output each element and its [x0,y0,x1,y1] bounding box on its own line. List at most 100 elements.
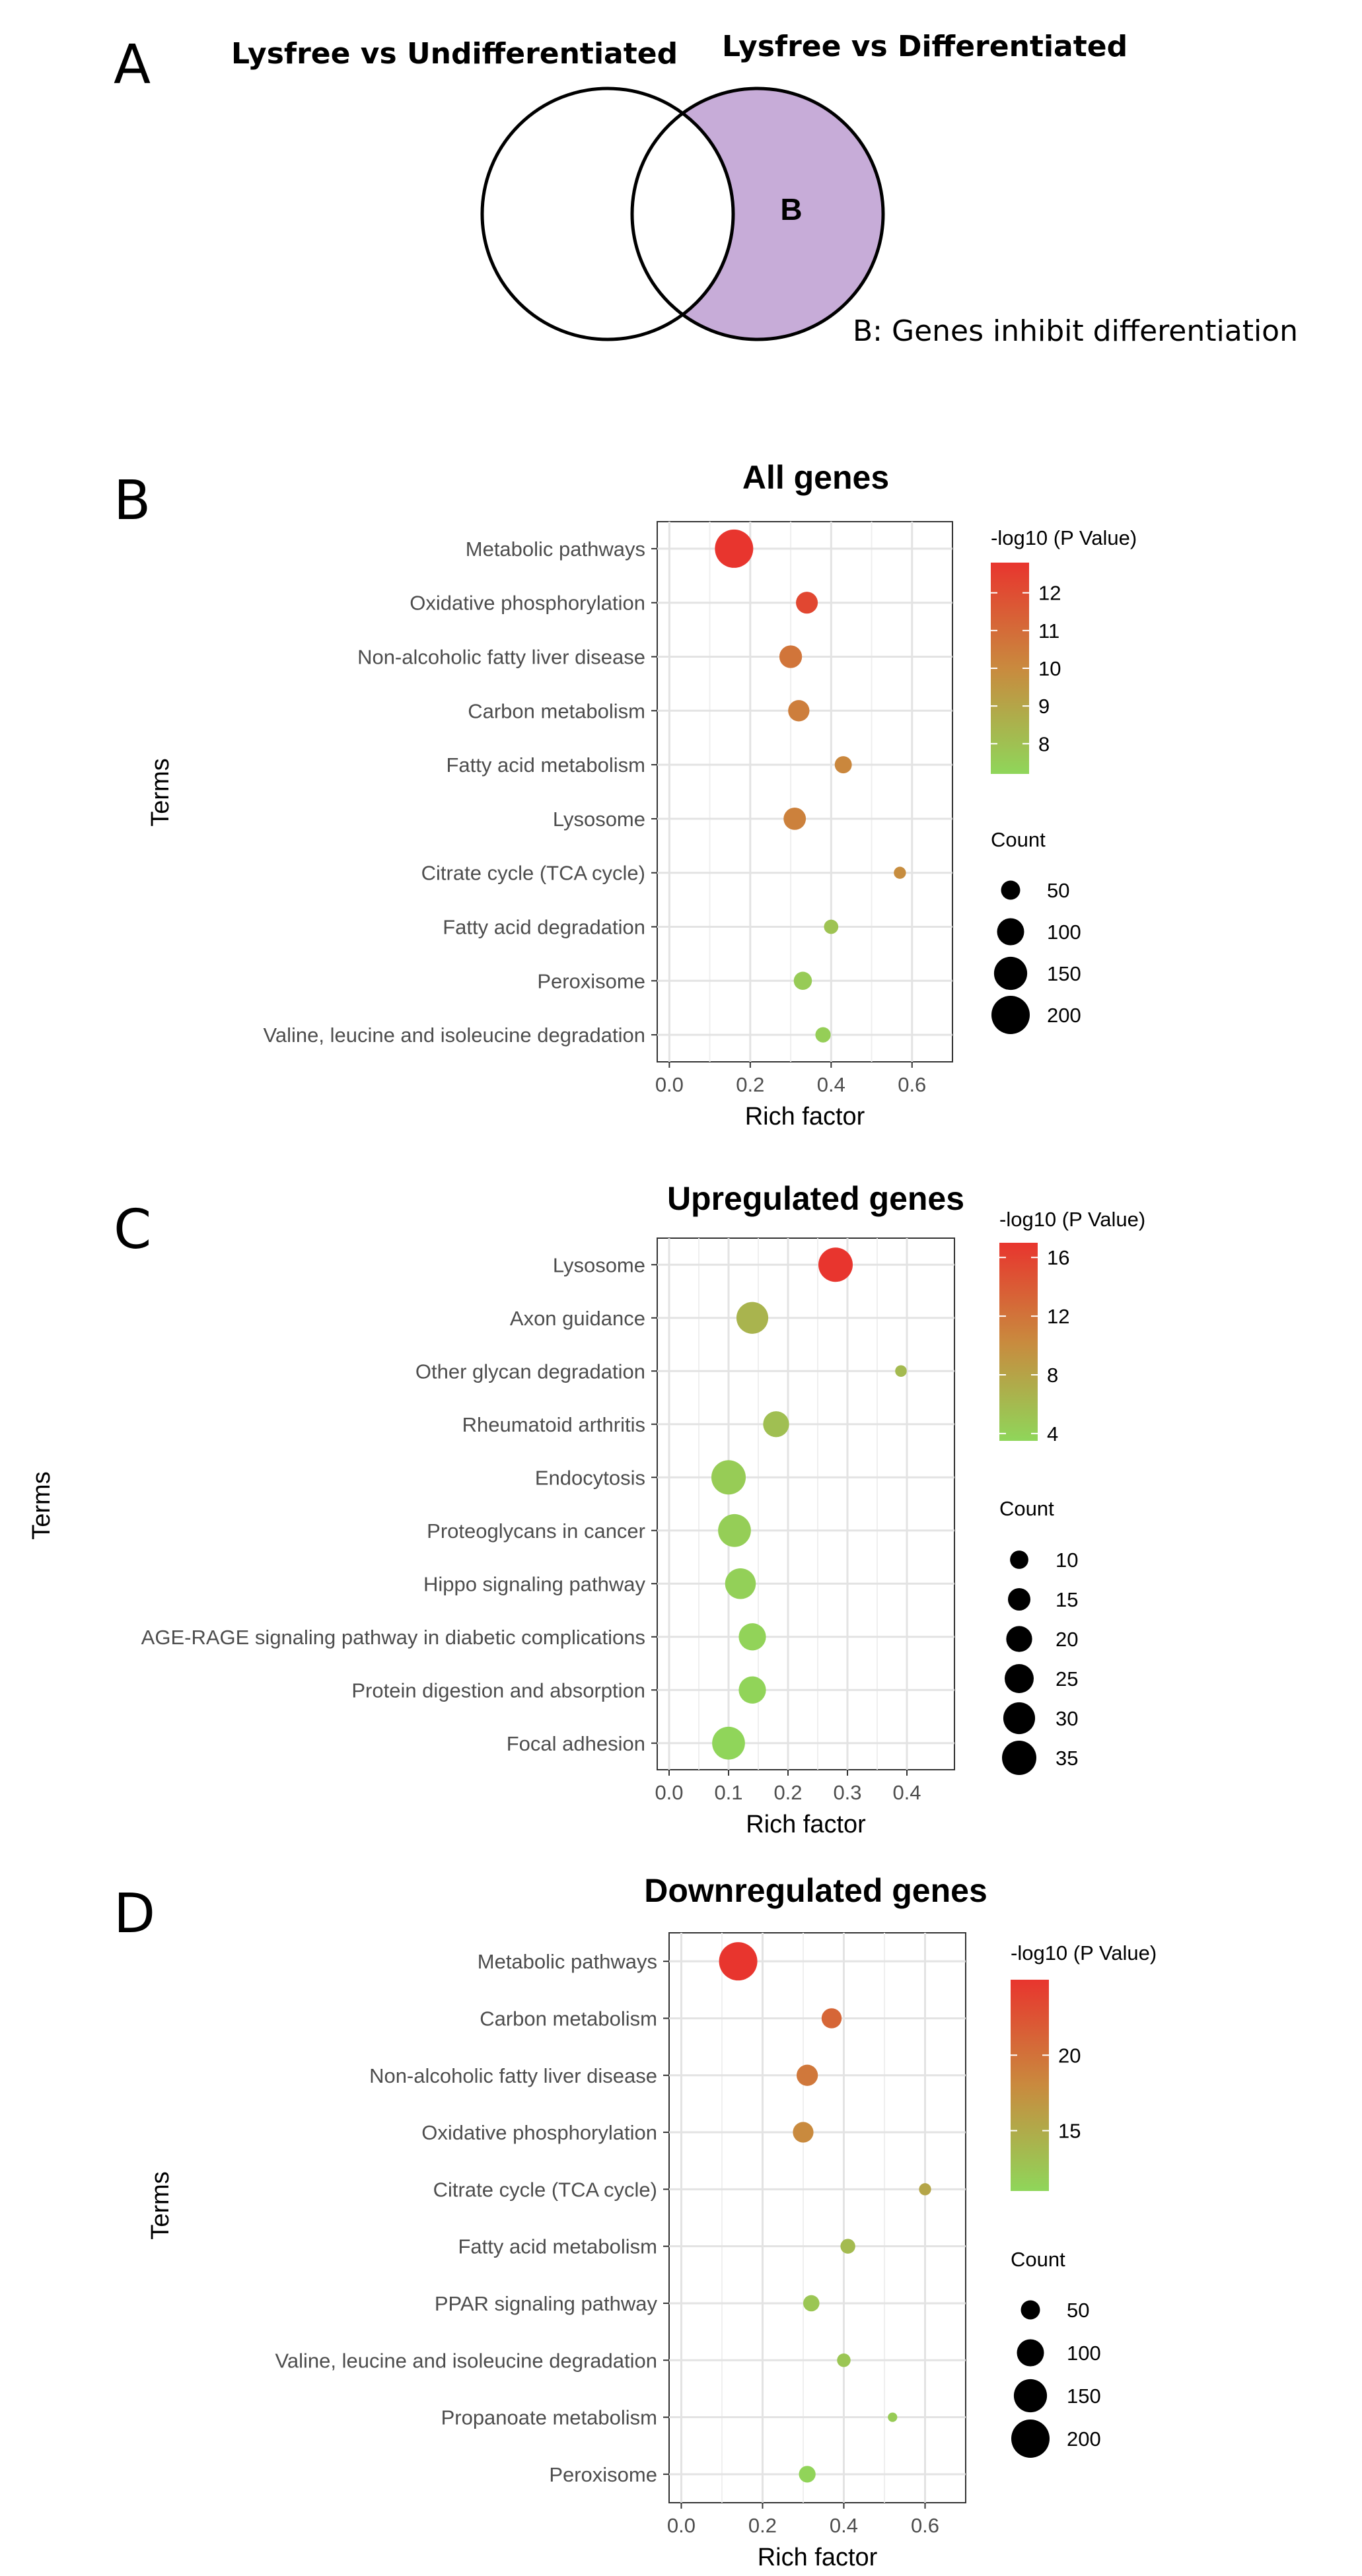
term-label: Oxidative phosphorylation [421,2121,657,2144]
venn-region-label: B [780,192,802,226]
color-bar-label: 16 [1047,1246,1069,1269]
color-bar-label: 4 [1047,1422,1058,1445]
term-label: Hippo signaling pathway [423,1572,646,1595]
data-point-bubble [719,1942,758,1981]
size-legend-bubble [1017,2339,1044,2367]
data-point-bubble [803,2295,820,2312]
data-point-bubble [725,1568,756,1599]
term-label: Lysosome [553,808,645,831]
term-label: Non-alcoholic fatty liver disease [357,646,645,669]
term-label: Carbon metabolism [480,2007,657,2030]
size-legend-bubble [991,996,1030,1034]
term-label: Citrate cycle (TCA cycle) [433,2178,657,2201]
data-point-bubble [796,592,818,614]
color-legend-title: -log10 (P Value) [999,1208,1145,1231]
data-point-bubble [783,807,806,830]
term-label: PPAR signaling pathway [435,2292,658,2315]
size-legend-label: 150 [1047,962,1081,985]
y-axis-label: Terms [147,758,174,826]
data-point-bubble [840,2239,855,2254]
data-point-bubble [736,1302,769,1334]
x-axis-label: Rich factor [746,1811,866,1836]
color-bar-label: 8 [1038,732,1050,755]
x-tick-label: 0.1 [714,1781,742,1804]
venn-overlap-region [632,88,733,339]
size-legend-bubble [1010,1550,1028,1569]
venn-left-circle [480,87,735,341]
size-legend-label: 10 [1056,1549,1078,1572]
size-legend-label: 100 [1047,921,1081,944]
term-label: Fatty acid metabolism [458,2235,658,2258]
term-label: Focal adhesion [507,1732,645,1755]
data-point-bubble [799,2466,816,2483]
x-tick-label: 0.4 [817,1073,845,1096]
panel-label-c: C [114,1199,152,1261]
x-tick-label: 0.6 [911,2514,939,2537]
size-legend-bubble [1013,2379,1048,2413]
chart-all-genes: All genes Metabolic pathways Oxidative pho… [147,459,1137,1131]
size-legend-label: 50 [1047,879,1069,902]
y-axis-label: Terms [28,1471,55,1539]
size-legend-label: 25 [1056,1667,1078,1690]
size-legend-bubble [1002,1741,1036,1775]
term-label: Endocytosis [535,1466,645,1489]
x-tick-label: 0.0 [655,1073,684,1096]
data-point-bubble [888,2412,898,2422]
data-point-bubble [712,1726,745,1760]
data-point-bubble [715,529,754,568]
size-legend-label: 15 [1056,1588,1078,1611]
panel-label-d: D [114,1883,156,1945]
data-point-bubble [821,2008,842,2029]
size-legend-bubble [1007,1587,1031,1611]
data-point-bubble [738,1676,766,1704]
term-label: Rheumatoid arthritis [462,1413,645,1436]
size-legend-title: Count [991,828,1046,851]
chart-title: Upregulated genes [667,1180,964,1217]
data-point-bubble [793,2122,814,2143]
term-label: Other glycan degradation [415,1360,645,1383]
data-point-bubble [834,756,852,774]
size-legend-label: 35 [1056,1747,1078,1770]
venn-right-title: Lysfree vs Differentiated [722,30,1128,63]
data-point-bubble [815,1027,831,1043]
term-label: Fatty acid degradation [443,916,645,939]
term-label: AGE-RAGE signaling pathway in diabetic c… [141,1626,645,1649]
color-bar-label: 15 [1058,2120,1081,2143]
color-bar-label: 12 [1038,582,1061,605]
venn-diagram: B [480,87,885,341]
data-point-bubble [818,1247,853,1282]
term-label: Metabolic pathways [466,538,645,561]
term-label: Citrate cycle (TCA cycle) [421,862,645,885]
data-point-bubble [788,700,810,722]
term-label: Propanoate metabolism [441,2406,657,2429]
chart-downregulated-genes: Downregulated genes Metabolic pathways Car… [147,1872,1157,2571]
term-label: Valine, leucine and isoleucine degradati… [263,1024,645,1047]
x-tick-label: 0.2 [748,2514,777,2537]
term-label: Protein digestion and absorption [351,1679,645,1702]
venn-left-title: Lysfree vs Undifferentiated [231,37,678,71]
term-label: Axon guidance [510,1307,645,1330]
panel-label-a: A [114,34,151,96]
data-point-bubble [837,2353,851,2367]
x-tick-label: 0.4 [830,2514,858,2537]
size-legend-label: 200 [1047,1004,1081,1027]
data-point-bubble [711,1460,746,1495]
term-label: Oxidative phosphorylation [410,592,645,615]
size-legend-label: 150 [1067,2385,1101,2408]
size-legend-bubble [1003,1702,1036,1735]
plot-panel [668,1932,966,2503]
venn-note: B: Genes inhibit differentiation [853,314,1298,348]
size-legend-bubble [1021,2300,1040,2320]
color-bar [999,1243,1038,1441]
term-label: Carbon metabolism [468,699,645,722]
color-legend-title: -log10 (P Value) [991,526,1137,549]
data-point-bubble [895,1365,907,1377]
color-bar-label: 20 [1058,2044,1081,2067]
panel-label-b: B [114,470,151,532]
size-legend-label: 30 [1056,1707,1078,1730]
size-legend-label: 100 [1067,2342,1101,2365]
size-legend-bubble [1005,1664,1034,1693]
size-legend-title: Count [1011,2248,1065,2271]
x-tick-label: 0.0 [655,1781,683,1804]
x-tick-label: 0.0 [667,2514,696,2537]
